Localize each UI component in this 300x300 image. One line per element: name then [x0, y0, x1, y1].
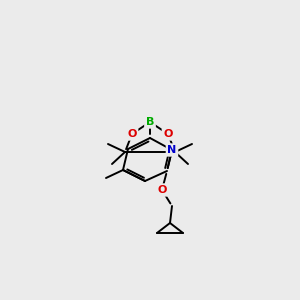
Text: B: B: [146, 117, 154, 127]
Text: N: N: [167, 145, 177, 155]
Text: O: O: [157, 185, 167, 195]
Text: O: O: [127, 129, 137, 139]
Text: O: O: [163, 129, 173, 139]
